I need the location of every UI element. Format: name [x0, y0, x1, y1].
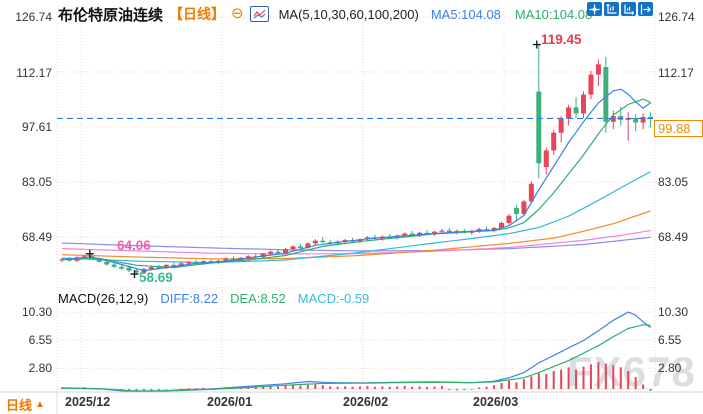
macd-tick-right: 2.80	[658, 361, 682, 375]
price-tick-right: 68.49	[658, 230, 689, 244]
instrument-title: 布伦特原油连续	[58, 6, 164, 24]
period-tag[interactable]: 【日线】	[169, 6, 226, 22]
ma-lines-long	[61, 171, 651, 264]
date-tick: 2026/01	[207, 395, 253, 409]
chart-toolbar	[587, 2, 653, 16]
macd-header: MACD(26,12,9) DIFF:8.22 DEA:8.52 MACD:-0…	[58, 291, 369, 306]
macd-histogram-group	[61, 362, 652, 391]
macd-diff-line	[61, 311, 651, 392]
axis-scale-right-icon[interactable]	[621, 2, 636, 16]
swing-low-label: 58.69	[139, 270, 173, 285]
macd-tick-right: 10.30	[658, 305, 689, 319]
ma-line-ma100	[61, 229, 651, 255]
chart-header: 布伦特原油连续 【日线】 ⊖ MA(5,10,30,60,100,200) MA…	[58, 4, 592, 24]
ma-line-ma200	[61, 236, 651, 252]
date-tick: 2025/12	[65, 395, 111, 409]
macd-tick-left: 6.55	[28, 333, 52, 347]
axis-scale-left-icon[interactable]	[604, 2, 619, 16]
macd-tick-left: 2.80	[28, 361, 52, 375]
macd-diff-value: DIFF:8.22	[160, 291, 219, 306]
price-tick-left: 112.17	[16, 66, 52, 80]
macd-tick-right: 6.55	[658, 333, 682, 347]
crosshair-move-icon[interactable]	[587, 2, 602, 16]
price-tick-right: 83.05	[658, 175, 689, 189]
gridlines	[0, 14, 703, 414]
price-tick-right: 112.17	[658, 66, 694, 80]
period-selector-label: 日线	[6, 398, 33, 413]
macd-params: MACD(26,12,9)	[58, 291, 149, 306]
price-tick-left: 126.74	[15, 10, 52, 24]
ma-settings-label: MA(5,10,30,60,100,200)	[278, 6, 419, 22]
ma-line-ma60	[61, 210, 651, 260]
macd-dea-line	[61, 324, 651, 392]
price-tick-left: 68.49	[21, 230, 52, 244]
ma-lines-short	[61, 88, 651, 272]
last-price-badge: 99.88	[654, 120, 703, 137]
ma-line-ma10	[61, 98, 651, 269]
ma5-value: MA5:104.08	[430, 6, 501, 22]
macd-macd-value: MACD:-0.59	[297, 291, 370, 306]
macd-dea-value: DEA:8.52	[230, 291, 286, 306]
price-tick-left: 83.05	[21, 175, 52, 189]
collapse-circle-icon[interactable]: ⊖	[231, 5, 244, 22]
date-tick: 2026/02	[343, 395, 389, 409]
ma-line-ma30	[61, 171, 651, 264]
ma-line-ma5	[61, 88, 651, 272]
price-point-markers	[85, 40, 541, 279]
date-tick: 2026/03	[473, 395, 519, 409]
chart-style-icon[interactable]	[249, 6, 269, 22]
triangle-up-icon: ▲	[35, 399, 45, 410]
high-price-label: 119.45	[541, 32, 582, 47]
macd-tick-left: 10.30	[21, 305, 52, 319]
swing-high-label: 64.06	[117, 238, 151, 253]
macd-lines-group	[61, 311, 651, 392]
period-selector[interactable]: 日线 ▲	[6, 395, 45, 414]
watermark: FX678	[567, 348, 696, 395]
price-tick-left: 97.61	[21, 120, 52, 134]
price-tick-right: 126.74	[658, 10, 695, 24]
ma10-value: MA10:104.08	[514, 6, 593, 22]
collapse-panel-icon[interactable]	[638, 2, 653, 16]
